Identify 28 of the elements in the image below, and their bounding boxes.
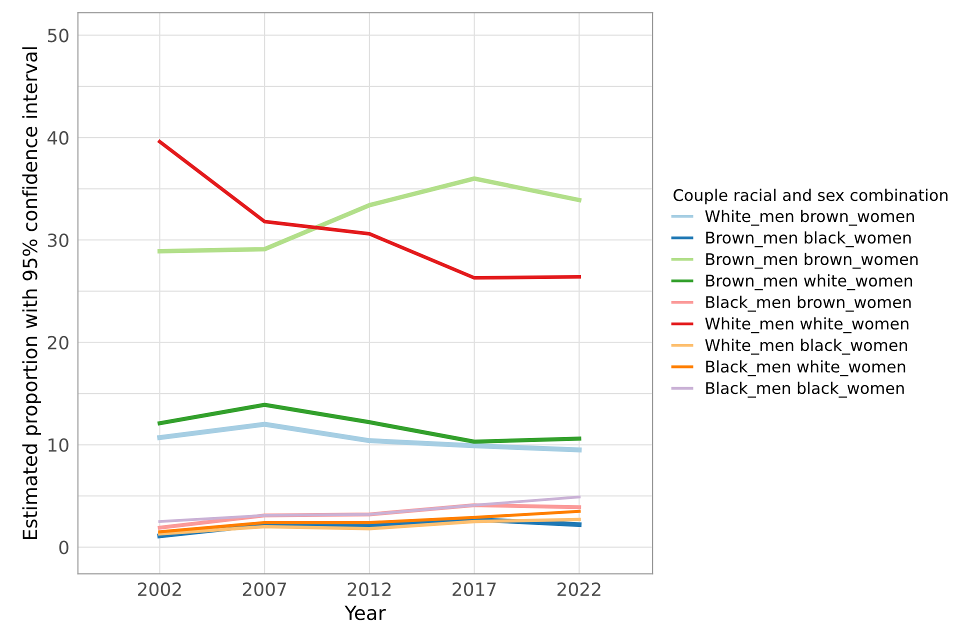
x-tick-label: 2012 bbox=[348, 582, 391, 596]
legend-label: Black_men black_women bbox=[706, 382, 904, 398]
line-series bbox=[158, 140, 581, 280]
x-tick-label: 2022 bbox=[558, 582, 600, 596]
legend-label: Black_men white_women bbox=[706, 360, 906, 376]
legend-label: White_men white_women bbox=[705, 317, 908, 334]
line-series bbox=[158, 510, 581, 534]
legend-label: Black_men brown_women bbox=[706, 296, 911, 312]
line-series bbox=[158, 402, 582, 444]
y-tick-label: 50 bbox=[48, 28, 68, 42]
legend-label: White_men black_women bbox=[705, 338, 908, 355]
x-tick-label: 2017 bbox=[452, 582, 496, 596]
line-series bbox=[157, 176, 582, 254]
x-tick-label: 2007 bbox=[242, 582, 286, 596]
y-axis-title: Estimated proportion with 95% confidence interval bbox=[22, 47, 42, 540]
y-tick-label: 40 bbox=[47, 131, 68, 145]
y-tick-label: 20 bbox=[48, 336, 68, 350]
legend-label: Brown_men black_women bbox=[706, 231, 911, 248]
x-axis-title: Year bbox=[344, 606, 386, 620]
legend-title: Couple racial and sex combination bbox=[674, 188, 948, 204]
x-tick-label: 2002 bbox=[138, 582, 181, 596]
line-series bbox=[158, 496, 581, 523]
y-tick-label: 30 bbox=[48, 233, 68, 248]
y-tick-label: 10 bbox=[48, 438, 68, 452]
y-tick-label: 0 bbox=[59, 540, 68, 554]
legend-label: White_men brown_women bbox=[705, 210, 914, 226]
legend-label: Brown_men brown_women bbox=[706, 252, 918, 269]
legend-label: Brown_men white_women bbox=[706, 274, 912, 290]
